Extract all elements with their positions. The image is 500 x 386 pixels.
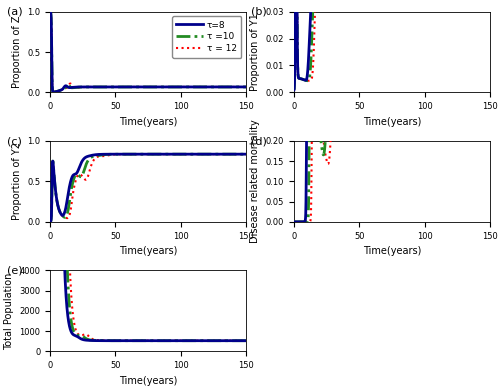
Text: (d): (d) bbox=[251, 136, 267, 146]
Y-axis label: Proportion of Y1: Proportion of Y1 bbox=[250, 13, 260, 91]
Text: (e): (e) bbox=[7, 266, 22, 276]
X-axis label: Time(years): Time(years) bbox=[119, 246, 177, 256]
Legend: τ=8, τ =10, τ = 12: τ=8, τ =10, τ = 12 bbox=[172, 16, 242, 58]
X-axis label: Time(years): Time(years) bbox=[363, 246, 421, 256]
Y-axis label: Proportion of Z: Proportion of Z bbox=[12, 16, 22, 88]
Text: (a): (a) bbox=[7, 7, 22, 17]
Text: (b): (b) bbox=[251, 7, 266, 17]
Text: (c): (c) bbox=[7, 136, 22, 146]
Y-axis label: Proportion of Y2: Proportion of Y2 bbox=[12, 142, 22, 220]
X-axis label: Time(years): Time(years) bbox=[119, 117, 177, 127]
X-axis label: Time(years): Time(years) bbox=[119, 376, 177, 386]
Y-axis label: Disease related mortality: Disease related mortality bbox=[250, 120, 260, 243]
Y-axis label: Total Population: Total Population bbox=[4, 272, 14, 349]
X-axis label: Time(years): Time(years) bbox=[363, 117, 421, 127]
